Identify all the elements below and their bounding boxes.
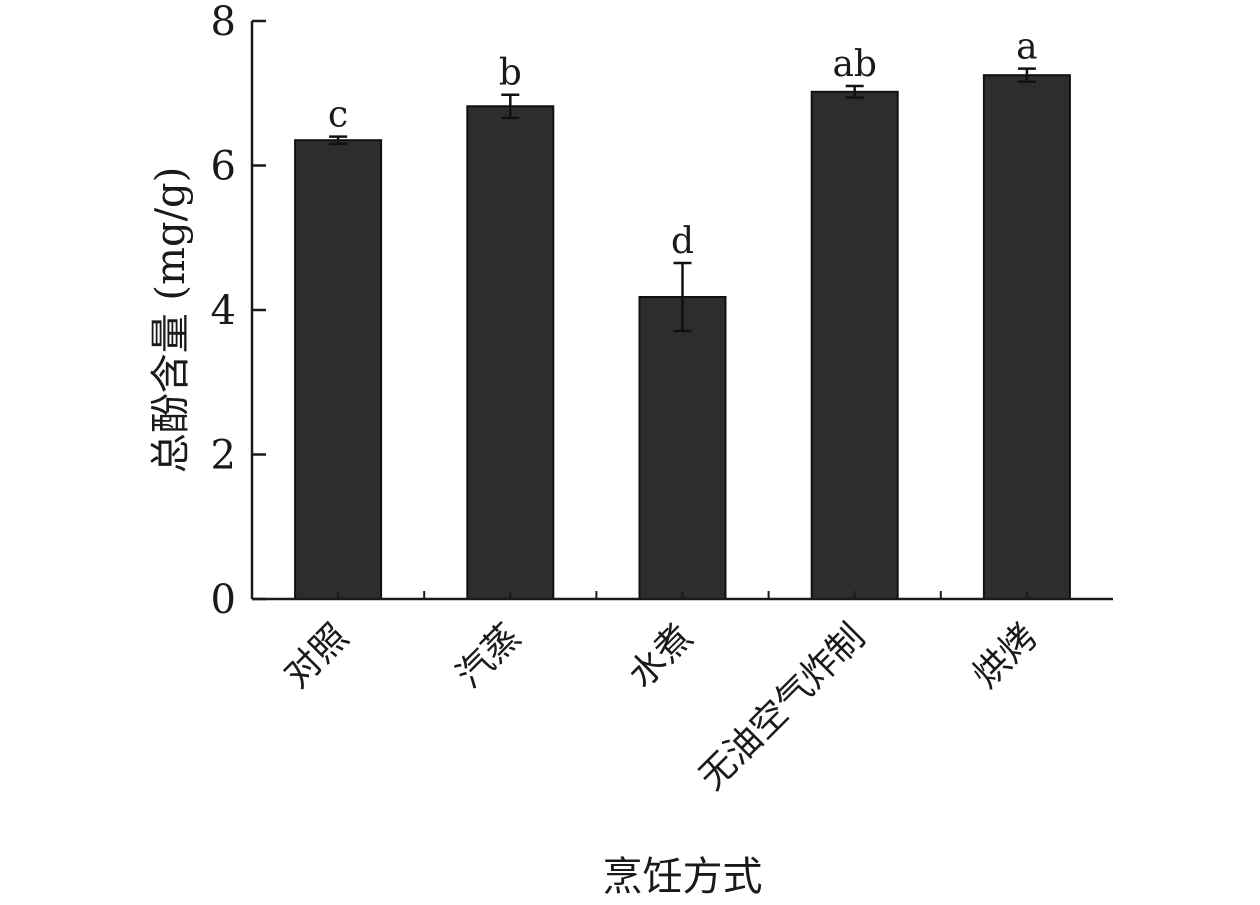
bar <box>982 74 1071 600</box>
bars-group: c b d ab a <box>294 27 1071 601</box>
y-tick-label: 2 <box>211 433 236 479</box>
significance-label: a <box>1016 27 1037 68</box>
bar <box>638 295 727 600</box>
x-tick-label: 水煮 <box>621 616 701 696</box>
x-tick-label: 烘烤 <box>965 616 1045 696</box>
bar <box>810 90 899 601</box>
y-tick-label: 0 <box>211 577 236 623</box>
y-tick-label: 6 <box>211 144 236 190</box>
y-axis-title: 总酚含量 (mg/g) <box>148 167 194 474</box>
significance-label: ab <box>832 44 877 85</box>
bar <box>466 105 555 600</box>
x-tick-label: 对照 <box>277 616 357 696</box>
x-axis-title: 烹饪方式 <box>603 854 763 900</box>
significance-label: d <box>671 221 694 262</box>
x-tick-label: 汽蒸 <box>449 616 529 696</box>
significance-label: b <box>499 53 522 94</box>
significance-label: c <box>328 95 348 136</box>
x-tick-label: 无油空气炸制 <box>691 616 873 798</box>
y-tick-label: 4 <box>211 288 236 334</box>
bar <box>294 139 383 600</box>
y-tick-label: 8 <box>211 0 236 45</box>
y-ticks-group: 0 2 4 6 8 <box>211 0 266 623</box>
